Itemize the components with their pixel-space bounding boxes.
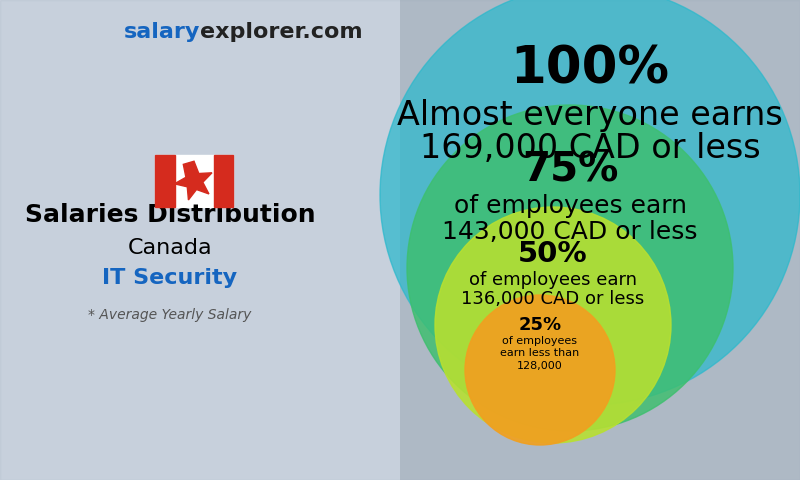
Text: 136,000 CAD or less: 136,000 CAD or less [462,290,645,308]
Text: of employees earn: of employees earn [454,194,686,218]
Text: 100%: 100% [510,44,670,94]
Circle shape [380,0,800,405]
Text: Canada: Canada [128,238,212,258]
Text: explorer.com: explorer.com [200,22,362,42]
Text: 143,000 CAD or less: 143,000 CAD or less [442,220,698,244]
Text: * Average Yearly Salary: * Average Yearly Salary [88,308,252,322]
Text: 50%: 50% [518,240,588,268]
Text: Almost everyone earns: Almost everyone earns [397,99,783,132]
Circle shape [465,295,615,445]
Text: IT Security: IT Security [102,268,238,288]
Circle shape [407,105,733,431]
Text: 169,000 CAD or less: 169,000 CAD or less [420,132,760,165]
Polygon shape [174,161,212,200]
Bar [214,155,233,207]
Bar [155,155,233,207]
Text: of employees: of employees [502,336,578,347]
Text: of employees earn: of employees earn [469,271,637,289]
Bar [155,155,174,207]
Text: 75%: 75% [522,150,618,190]
Text: 25%: 25% [518,316,562,334]
Circle shape [435,207,671,443]
Text: 128,000: 128,000 [517,360,563,371]
Text: Salaries Distribution: Salaries Distribution [25,203,315,227]
Text: earn less than: earn less than [500,348,580,359]
Text: salary: salary [124,22,200,42]
